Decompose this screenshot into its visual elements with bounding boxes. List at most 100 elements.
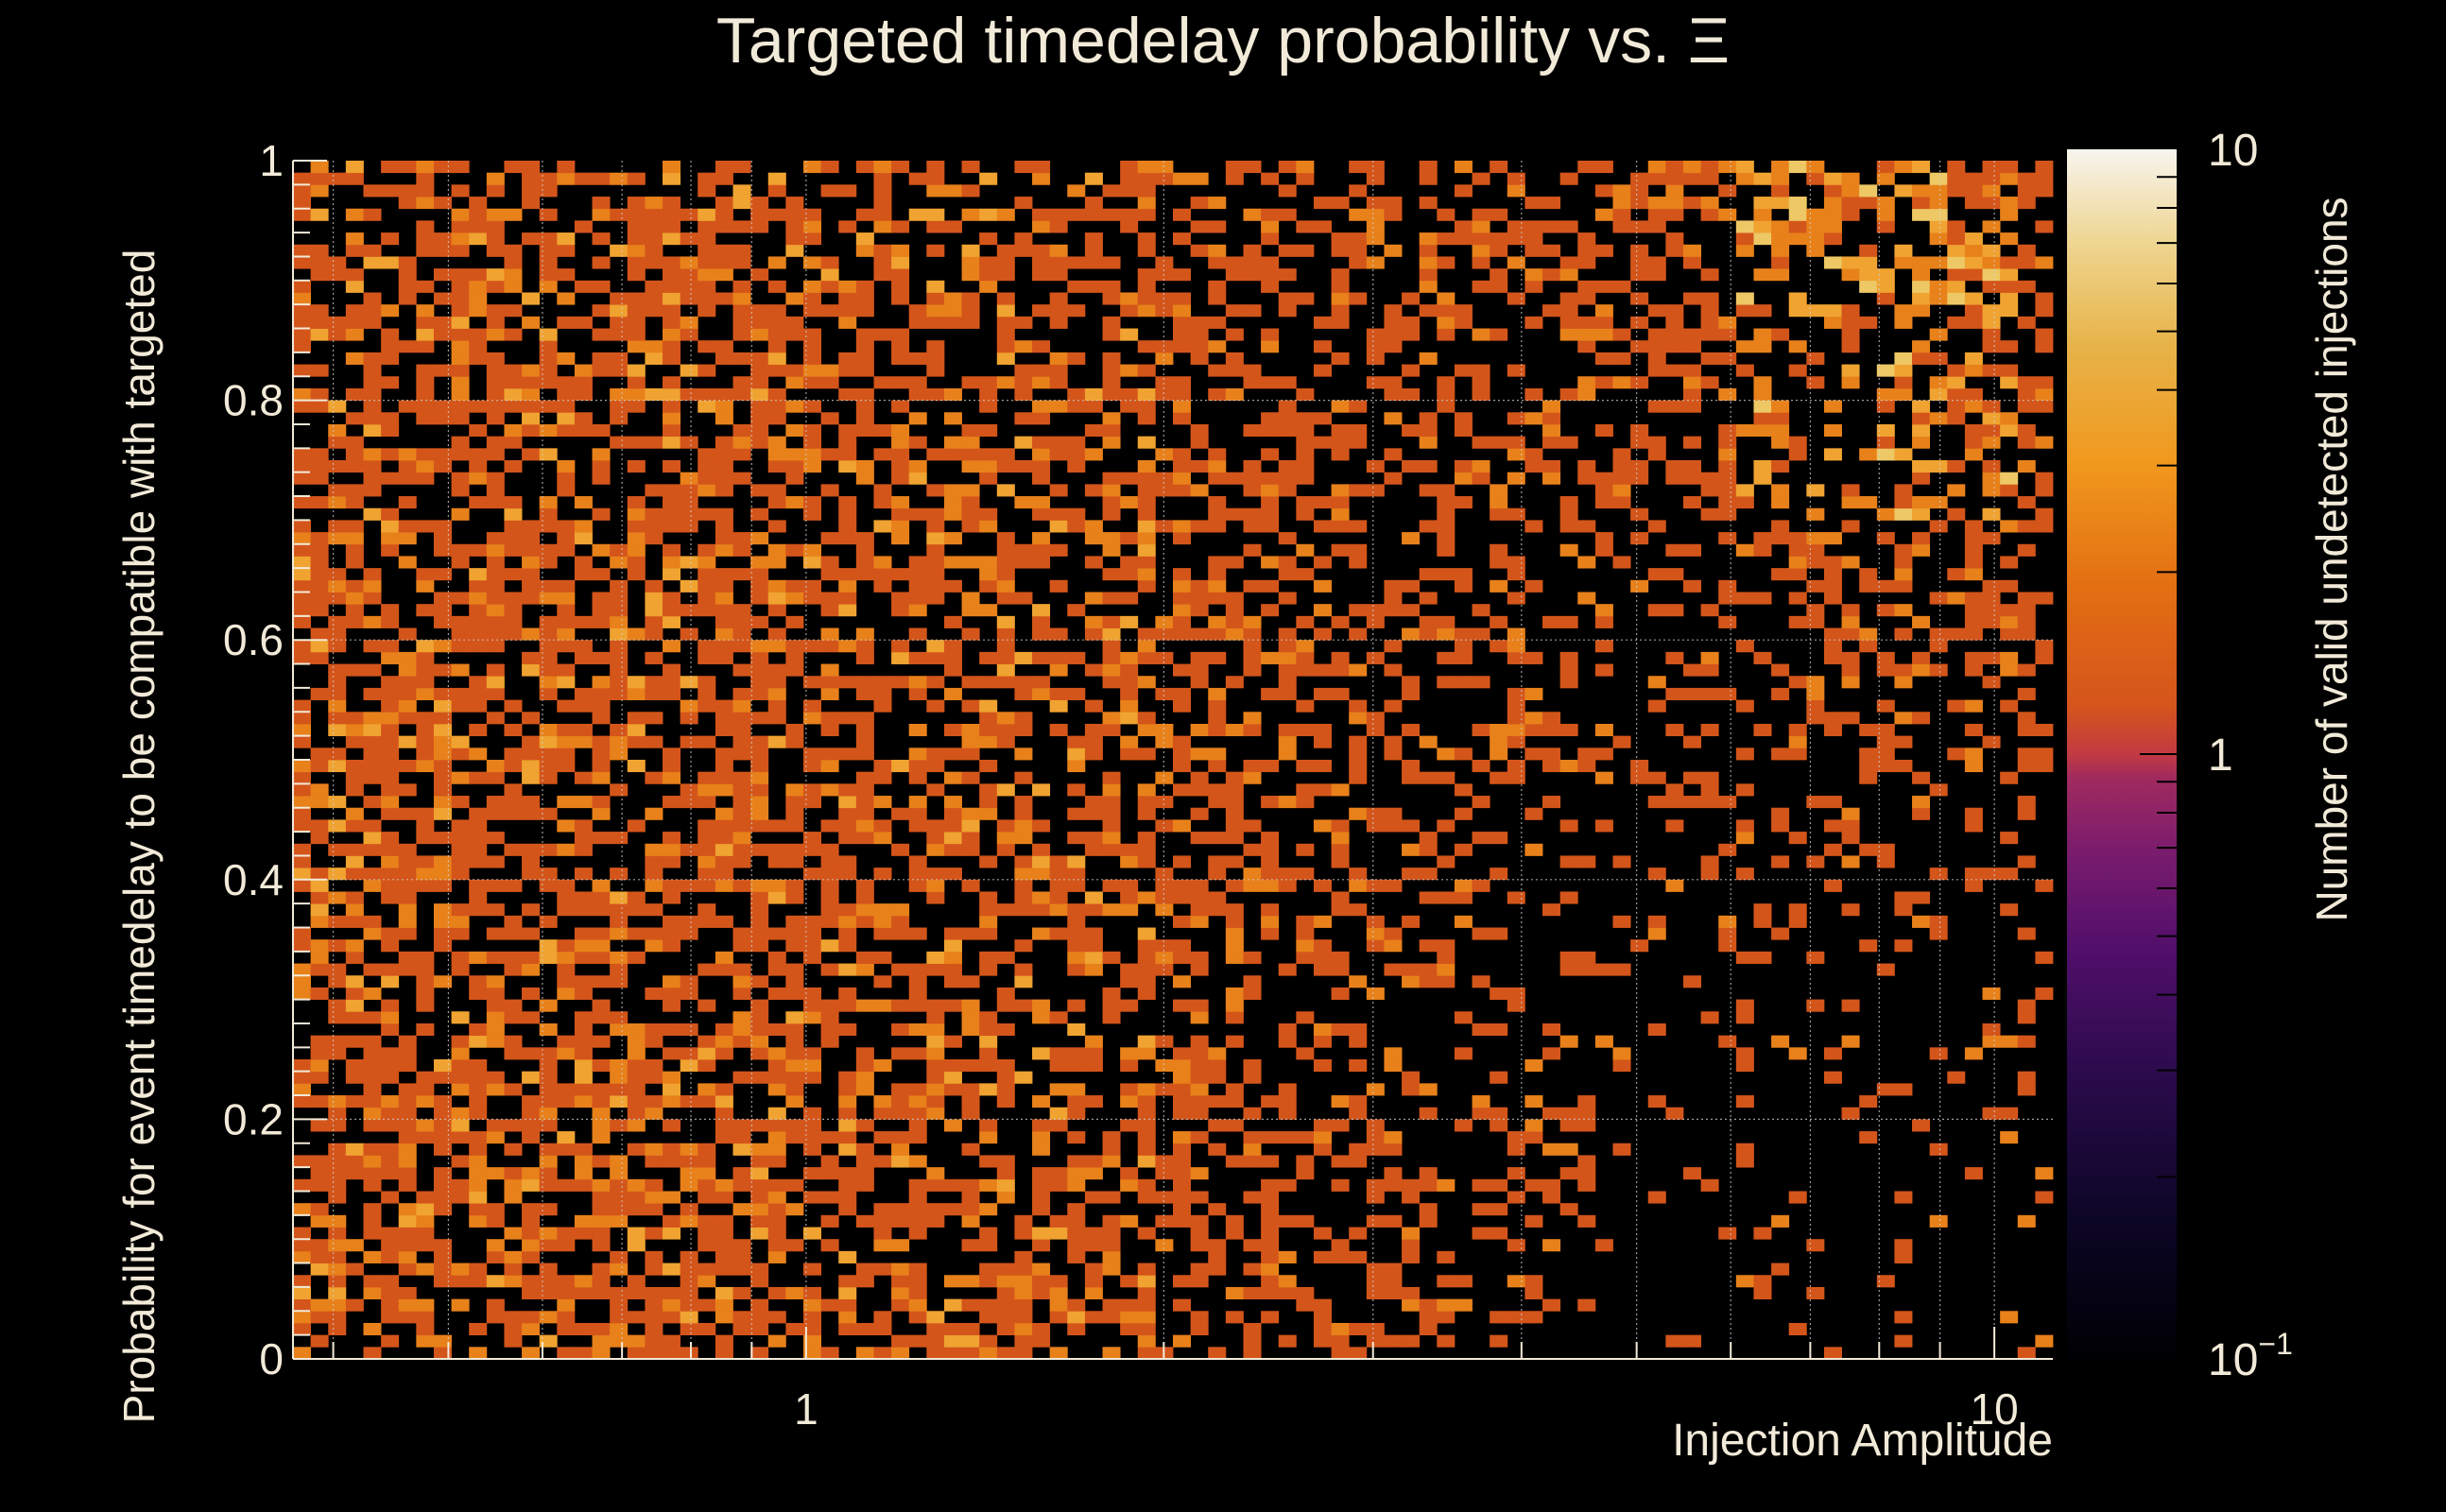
heatmap-cell	[1841, 197, 1860, 210]
heatmap-cell	[1894, 1083, 1913, 1096]
heatmap-cell	[1173, 760, 1192, 773]
heatmap-cell	[1524, 1095, 1543, 1108]
heatmap-cell	[345, 783, 364, 797]
heatmap-cell	[1594, 604, 1613, 617]
heatmap-cell	[1384, 1167, 1403, 1180]
heatmap-cell	[469, 723, 488, 737]
heatmap-cell	[1067, 604, 1086, 617]
heatmap-cell	[750, 819, 769, 833]
heatmap-cell	[1120, 1311, 1139, 1324]
heatmap-cell	[1296, 915, 1315, 928]
heatmap-cell	[293, 723, 312, 737]
heatmap-cell	[293, 879, 312, 892]
heatmap-cell	[1261, 220, 1280, 233]
heatmap-cell	[1173, 999, 1192, 1012]
heatmap-cell	[1173, 975, 1192, 988]
heatmap-cell	[1647, 699, 1666, 713]
heatmap-cell	[627, 951, 646, 964]
heatmap-cell	[1331, 197, 1350, 210]
heatmap-cell	[1577, 232, 1596, 246]
heatmap-cell	[1120, 568, 1139, 581]
heatmap-cell	[698, 556, 716, 569]
heatmap-cell	[698, 579, 716, 593]
heatmap-cell	[416, 1298, 435, 1312]
heatmap-cell	[363, 735, 382, 748]
heatmap-cell	[698, 1155, 716, 1168]
heatmap-cell	[1190, 1059, 1209, 1073]
heatmap-cell	[1894, 161, 1913, 174]
heatmap-cell	[539, 1286, 558, 1299]
heatmap-cell	[627, 1311, 646, 1324]
heatmap-cell	[891, 244, 910, 257]
heatmap-cell	[908, 987, 927, 1000]
heatmap-cell	[838, 460, 857, 473]
heatmap-cell	[1067, 387, 1086, 401]
heatmap-cell	[345, 1167, 364, 1180]
heatmap-cell	[802, 760, 821, 773]
heatmap-cell	[539, 1071, 558, 1084]
heatmap-cell	[979, 604, 998, 617]
heatmap-cell	[1190, 999, 1209, 1012]
heatmap-cell	[1190, 592, 1209, 605]
heatmap-cell	[328, 1119, 347, 1132]
heatmap-cell	[961, 1203, 980, 1216]
heatmap-cell	[1859, 939, 1878, 953]
heatmap-cell	[398, 460, 417, 473]
heatmap-cell	[698, 364, 716, 377]
heatmap-cell	[1331, 232, 1350, 246]
heatmap-cell	[1788, 747, 1807, 761]
heatmap-cell	[627, 760, 646, 773]
heatmap-cell	[838, 1022, 857, 1037]
heatmap-cell	[838, 448, 857, 461]
heatmap-cell	[1859, 268, 1878, 282]
heatmap-cell	[873, 999, 892, 1012]
heatmap-cell	[732, 316, 751, 329]
heatmap-cell	[715, 723, 733, 737]
heatmap-cell	[1137, 1178, 1156, 1192]
heatmap-cell	[1243, 1263, 1262, 1276]
heatmap-cell	[416, 1322, 435, 1336]
heatmap-cell	[1982, 592, 2001, 605]
heatmap-cell	[433, 592, 452, 605]
heatmap-cell	[838, 423, 857, 438]
heatmap-cell	[1594, 532, 1613, 545]
heatmap-cell	[1137, 460, 1156, 473]
heatmap-cell	[1120, 615, 1139, 628]
heatmap-cell	[1982, 364, 2001, 377]
heatmap-cell	[486, 496, 505, 509]
heatmap-cell	[1049, 1083, 1068, 1096]
heatmap-cell	[486, 280, 505, 293]
heatmap-cell	[469, 1191, 488, 1204]
heatmap-cell	[1982, 268, 2001, 282]
heatmap-cell	[1419, 172, 1438, 185]
heatmap-cell	[345, 1155, 364, 1168]
heatmap-cell	[310, 687, 329, 700]
heatmap-cell	[1137, 364, 1156, 377]
heatmap-cell	[1929, 592, 1948, 605]
heatmap-cell	[750, 927, 769, 940]
heatmap-cell	[891, 640, 910, 653]
heatmap-cell	[310, 268, 329, 282]
heatmap-cell	[627, 1083, 646, 1096]
heatmap-cell	[557, 1131, 576, 1144]
heatmap-cell	[416, 1239, 435, 1252]
heatmap-cell	[1243, 1239, 1262, 1252]
heatmap-cell	[1067, 184, 1086, 198]
heatmap-cell	[1841, 807, 1860, 820]
heatmap-cell	[1859, 448, 1878, 461]
heatmap-cell	[416, 1203, 435, 1216]
heatmap-cell	[574, 1347, 593, 1360]
heatmap-cell	[1771, 197, 1790, 210]
heatmap-cell	[1507, 1143, 1525, 1156]
heatmap-cell	[1806, 543, 1825, 557]
heatmap-cell	[891, 507, 910, 521]
heatmap-cell	[645, 436, 663, 449]
heatmap-cell	[1349, 1322, 1368, 1336]
heatmap-cell	[1155, 771, 1174, 784]
heatmap-cell	[1437, 951, 1456, 964]
heatmap-cell	[750, 999, 769, 1012]
heatmap-cell	[663, 280, 681, 293]
heatmap-cell	[996, 1347, 1015, 1360]
heatmap-cell	[1349, 760, 1368, 773]
heatmap-cell	[1912, 208, 1931, 221]
